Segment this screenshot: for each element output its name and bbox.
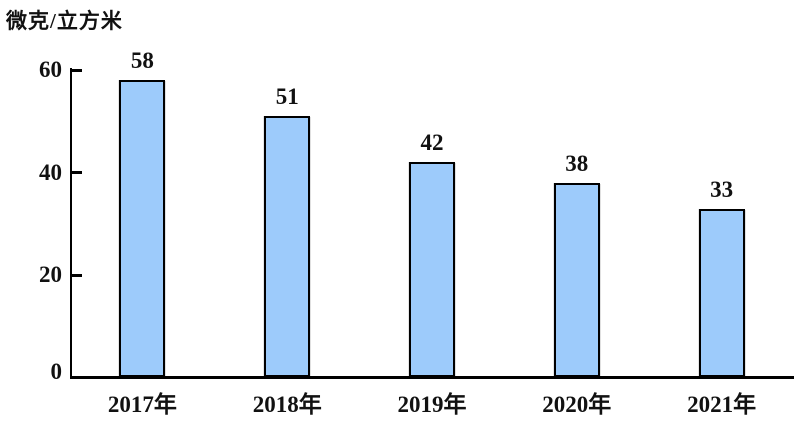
y-axis-tick-label: 40	[39, 159, 62, 185]
y-axis-tick	[71, 68, 82, 72]
y-axis-line	[70, 68, 72, 378]
x-axis-tick-label: 2017年	[107, 392, 177, 417]
bar	[409, 162, 455, 377]
x-axis-tick-label: 2020年	[542, 392, 612, 417]
bar-value-label: 33	[710, 176, 734, 202]
x-axis-line	[70, 376, 794, 379]
x-axis-tick-label: 2021年	[687, 392, 757, 417]
bar	[119, 80, 166, 377]
x-axis-tick-label: 2019年	[397, 392, 467, 417]
x-axis-tick-label: 2018年	[252, 392, 322, 417]
y-axis-unit-label: 微克/立方米	[6, 9, 123, 33]
bar	[698, 208, 745, 377]
y-axis-tick	[71, 273, 82, 277]
bar-value-label: 42	[420, 130, 444, 156]
y-axis-tick-label: 20	[39, 262, 62, 288]
y-axis-tick	[71, 171, 82, 175]
y-axis-tick-label: 60	[39, 57, 62, 82]
bar	[553, 182, 600, 377]
bar-value-label: 58	[130, 48, 154, 74]
bar-value-label: 38	[565, 150, 589, 176]
bar-value-label: 51	[275, 84, 299, 110]
y-axis-tick-label: 0	[50, 359, 63, 384]
bar	[264, 116, 311, 377]
